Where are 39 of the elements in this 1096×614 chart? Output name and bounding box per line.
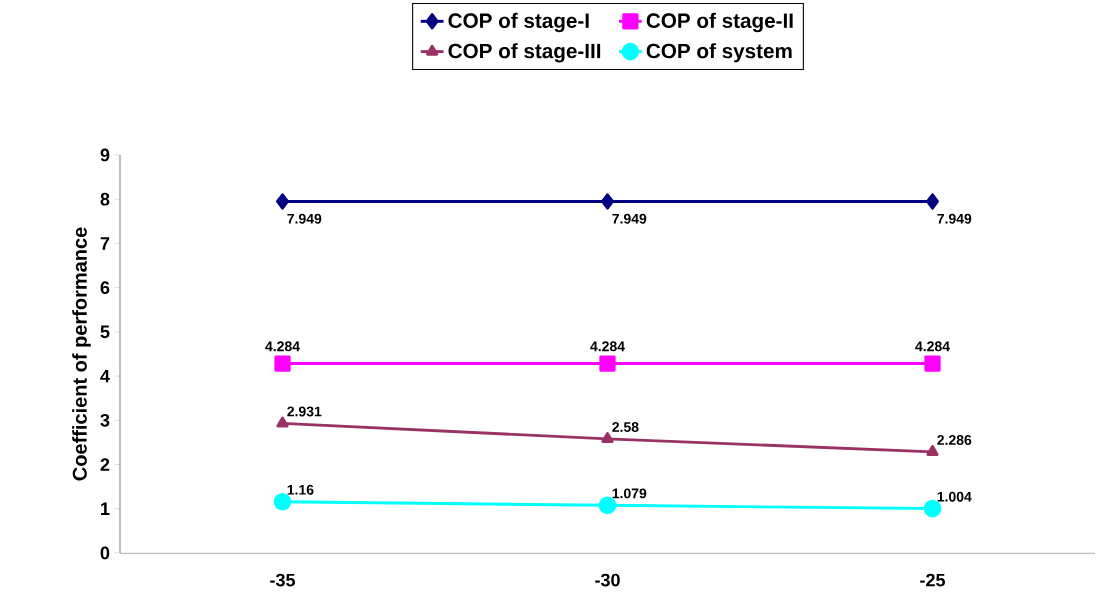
data-label: 7.949 bbox=[287, 213, 322, 224]
data-label: 7.949 bbox=[937, 213, 972, 224]
point bbox=[276, 193, 289, 210]
y-tick-label: 9 bbox=[100, 148, 110, 162]
y-tick-label: 5 bbox=[100, 325, 110, 339]
data-label: 7.949 bbox=[612, 213, 647, 224]
x-tick-label: -25 bbox=[920, 573, 946, 587]
legend-label: COP of stage-III bbox=[448, 43, 601, 63]
data-label: 1.079 bbox=[612, 488, 647, 499]
y-tick-label: 3 bbox=[100, 413, 110, 427]
y-tick-label: 1 bbox=[101, 502, 110, 515]
y-tick-label: 7 bbox=[100, 237, 110, 250]
point bbox=[926, 445, 939, 457]
point bbox=[274, 355, 291, 372]
point bbox=[601, 432, 614, 444]
data-label: 4.284 bbox=[265, 341, 300, 352]
legend-label: COP of stage-I bbox=[448, 12, 589, 33]
y-axis-title: Coefficient of performance bbox=[72, 227, 91, 481]
point bbox=[599, 355, 616, 372]
data-label: 1.004 bbox=[937, 491, 972, 502]
point bbox=[601, 193, 614, 210]
y-tick-label: 4 bbox=[100, 369, 110, 383]
data-label: 4.284 bbox=[915, 341, 950, 352]
data-label: 2.58 bbox=[612, 422, 639, 432]
x-tick-label: -35 bbox=[270, 573, 296, 587]
data-label: 2.286 bbox=[937, 435, 972, 445]
y-tick-label: 6 bbox=[100, 281, 110, 295]
data-label: 1.16 bbox=[287, 484, 314, 495]
legend-label: COP of system bbox=[646, 43, 792, 63]
x-tick-label: -30 bbox=[595, 573, 620, 587]
y-tick-label: 8 bbox=[100, 192, 110, 206]
data-label: 2.931 bbox=[287, 406, 322, 417]
y-tick-label: 0 bbox=[100, 546, 110, 560]
data-label: 4.284 bbox=[590, 341, 625, 352]
point bbox=[924, 355, 941, 372]
y-tick-label: 2 bbox=[100, 458, 110, 471]
point bbox=[276, 416, 289, 428]
point bbox=[926, 193, 939, 210]
legend-label: COP of stage-II bbox=[646, 12, 793, 33]
